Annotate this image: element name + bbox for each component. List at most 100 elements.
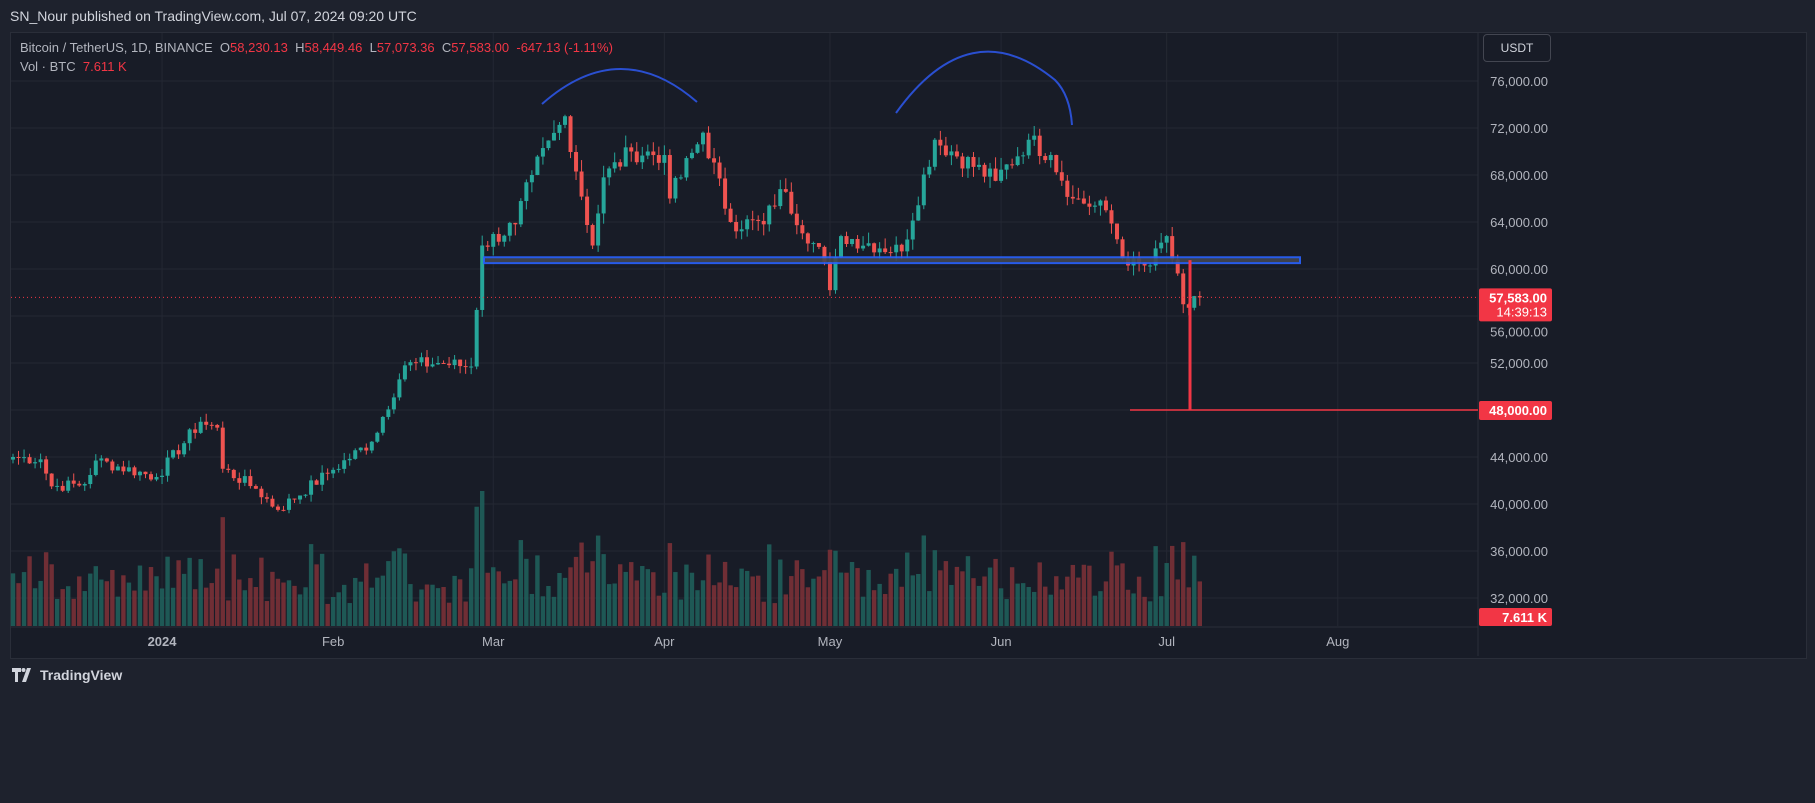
volume-bar: [811, 578, 816, 626]
volume-bar: [822, 570, 827, 626]
volume-bar: [778, 559, 783, 626]
volume-bar: [330, 597, 336, 626]
currency-button[interactable]: USDT: [1483, 34, 1551, 62]
candle-body: [1048, 155, 1053, 161]
y-tick-label: 68,000.00: [1490, 168, 1548, 183]
candle-body: [667, 155, 672, 199]
candle-body: [1164, 236, 1169, 243]
candle-body: [253, 486, 258, 489]
volume-bar: [1120, 563, 1125, 626]
candle-body: [419, 357, 424, 363]
volume-bar: [16, 583, 21, 626]
volume-bar: [971, 578, 976, 626]
candle-body: [518, 201, 523, 225]
candle-body: [347, 458, 352, 461]
candle-body: [513, 222, 518, 225]
candle-body: [165, 457, 170, 476]
volume-bar: [281, 582, 286, 626]
volume-bar: [1186, 587, 1191, 626]
candle-body: [204, 421, 209, 425]
x-tick-label: May: [818, 634, 843, 649]
candle-body: [77, 483, 82, 486]
volume-bar: [882, 594, 888, 626]
candle-body: [436, 363, 441, 365]
volume-bar: [772, 603, 777, 626]
volume-bar: [849, 562, 855, 626]
candle-body: [833, 257, 838, 291]
volume-bar: [502, 583, 507, 626]
volume-bar: [1158, 596, 1164, 626]
candle-body: [535, 156, 540, 175]
high-value: 58,449.46: [304, 40, 363, 55]
candle-body: [1081, 198, 1086, 204]
volume-bar: [1131, 593, 1136, 626]
volume-bar: [204, 587, 209, 626]
close-label: C: [441, 40, 452, 55]
volume-bar: [308, 544, 314, 626]
candle-body: [132, 467, 137, 476]
volume-bar: [49, 564, 54, 626]
volume-bar: [877, 583, 882, 626]
candle-body: [932, 139, 937, 167]
publish-info: SN_Nour published on TradingView.com, Ju…: [10, 8, 417, 24]
candle-body: [160, 475, 165, 477]
volume-bar: [733, 587, 739, 626]
candle-body: [656, 155, 661, 163]
candle-body: [1021, 155, 1026, 157]
candle-body: [66, 480, 71, 491]
volume-bar: [524, 558, 529, 626]
volume-bar: [369, 587, 374, 626]
footer-brand[interactable]: TradingView: [40, 667, 123, 683]
candle-body: [568, 116, 573, 152]
volume-bar: [1048, 594, 1053, 626]
candle-body: [198, 421, 203, 433]
candle-body: [546, 140, 551, 149]
candle-body: [695, 144, 700, 153]
candle-body: [463, 366, 468, 368]
candle-body: [977, 164, 981, 167]
candle-body: [22, 457, 27, 459]
volume-bar: [496, 571, 501, 626]
volume-bar: [27, 556, 32, 626]
volume-bar: [1098, 591, 1103, 626]
volume-bar: [1015, 583, 1020, 626]
symbol-title[interactable]: Bitcoin / TetherUS, 1D, BINANCE: [20, 40, 213, 55]
volume-bar: [1136, 576, 1142, 626]
volume-value: 7.611 K: [82, 59, 127, 74]
candle-body: [623, 147, 628, 167]
volume-bar: [557, 572, 562, 626]
candle-body: [27, 457, 32, 464]
volume-bar: [430, 584, 435, 626]
candle-body: [734, 222, 739, 232]
candle-body: [336, 468, 341, 470]
y-tick-label: 36,000.00: [1490, 544, 1548, 559]
volume-bar: [237, 579, 242, 626]
volume-bar: [568, 567, 573, 626]
volume-bar: [993, 558, 998, 626]
volume-bar: [651, 572, 656, 626]
volume-bars: [10, 491, 1202, 626]
candle-body: [126, 467, 131, 472]
candle-body: [1120, 239, 1125, 259]
candle-body: [750, 219, 755, 221]
candle-body: [557, 124, 562, 133]
volume-bar: [187, 557, 192, 626]
volume-bar: [353, 577, 358, 626]
candle-body: [44, 459, 49, 474]
volume-bar: [408, 584, 413, 626]
candle-body: [579, 171, 584, 197]
volume-bar: [728, 585, 733, 626]
volume-bar: [717, 582, 722, 626]
candle-body: [816, 243, 821, 247]
candle-body: [794, 213, 799, 226]
candle-body: [121, 466, 126, 472]
candle-body: [1065, 180, 1070, 197]
volume-bar: [286, 580, 292, 626]
candle-body: [1159, 242, 1164, 249]
volume-bar: [231, 554, 236, 626]
volume-bar: [722, 561, 728, 626]
volume-bar: [474, 506, 479, 626]
candle-body: [99, 458, 104, 461]
candle-body: [502, 235, 507, 242]
volume-bar: [21, 572, 27, 626]
